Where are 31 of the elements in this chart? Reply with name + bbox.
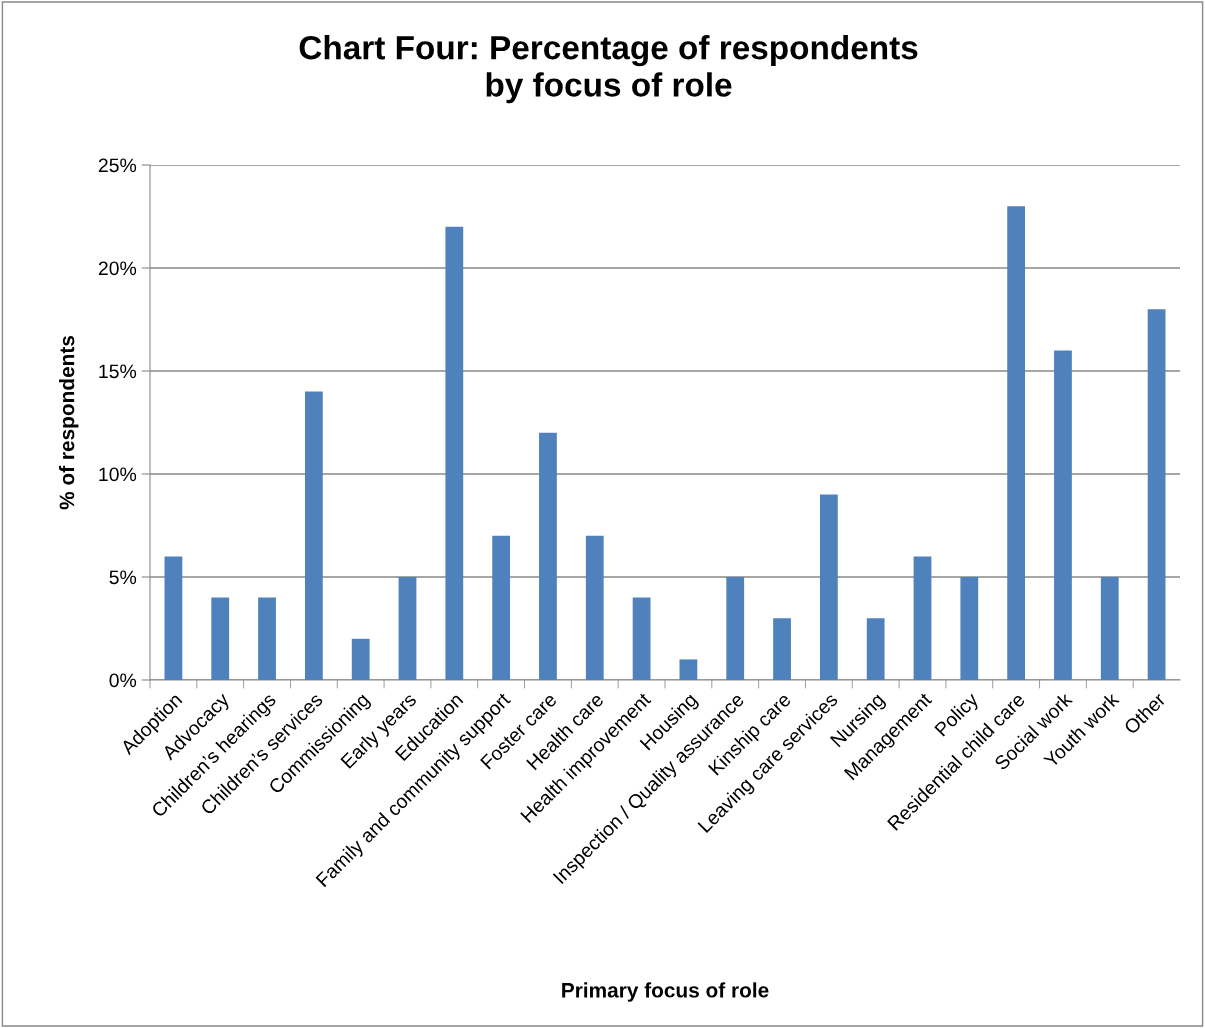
y-tick-label: 10% bbox=[99, 467, 137, 482]
y-tick-label: 0% bbox=[109, 673, 137, 688]
bar bbox=[1100, 577, 1119, 680]
bar bbox=[585, 535, 604, 680]
y-axis-title: % of respondents bbox=[59, 335, 79, 510]
bar bbox=[679, 659, 698, 680]
bar bbox=[632, 597, 651, 680]
bar bbox=[726, 577, 745, 680]
y-tick-label: 20% bbox=[98, 261, 137, 276]
chart-title: Chart Four: Percentage of respondents by focus of role bbox=[299, 35, 918, 104]
bar bbox=[492, 535, 511, 680]
bar bbox=[773, 618, 791, 680]
bar bbox=[164, 556, 183, 680]
y-tick-label: 15% bbox=[99, 364, 137, 379]
bar bbox=[398, 577, 417, 680]
bar bbox=[211, 597, 230, 680]
bar bbox=[304, 391, 323, 680]
bar bbox=[913, 556, 932, 680]
bar bbox=[1147, 309, 1166, 680]
bar bbox=[1054, 350, 1072, 680]
bar bbox=[351, 638, 370, 680]
y-tick-label: 25% bbox=[98, 158, 137, 173]
bar bbox=[258, 597, 276, 680]
y-tick-label: 5% bbox=[109, 570, 137, 585]
x-axis-title: Primary focus of role bbox=[562, 982, 769, 1002]
bar bbox=[1007, 206, 1026, 680]
bar bbox=[539, 432, 557, 680]
bar bbox=[866, 618, 885, 680]
bar bbox=[445, 226, 464, 680]
bar bbox=[960, 577, 979, 680]
bar bbox=[819, 494, 838, 680]
